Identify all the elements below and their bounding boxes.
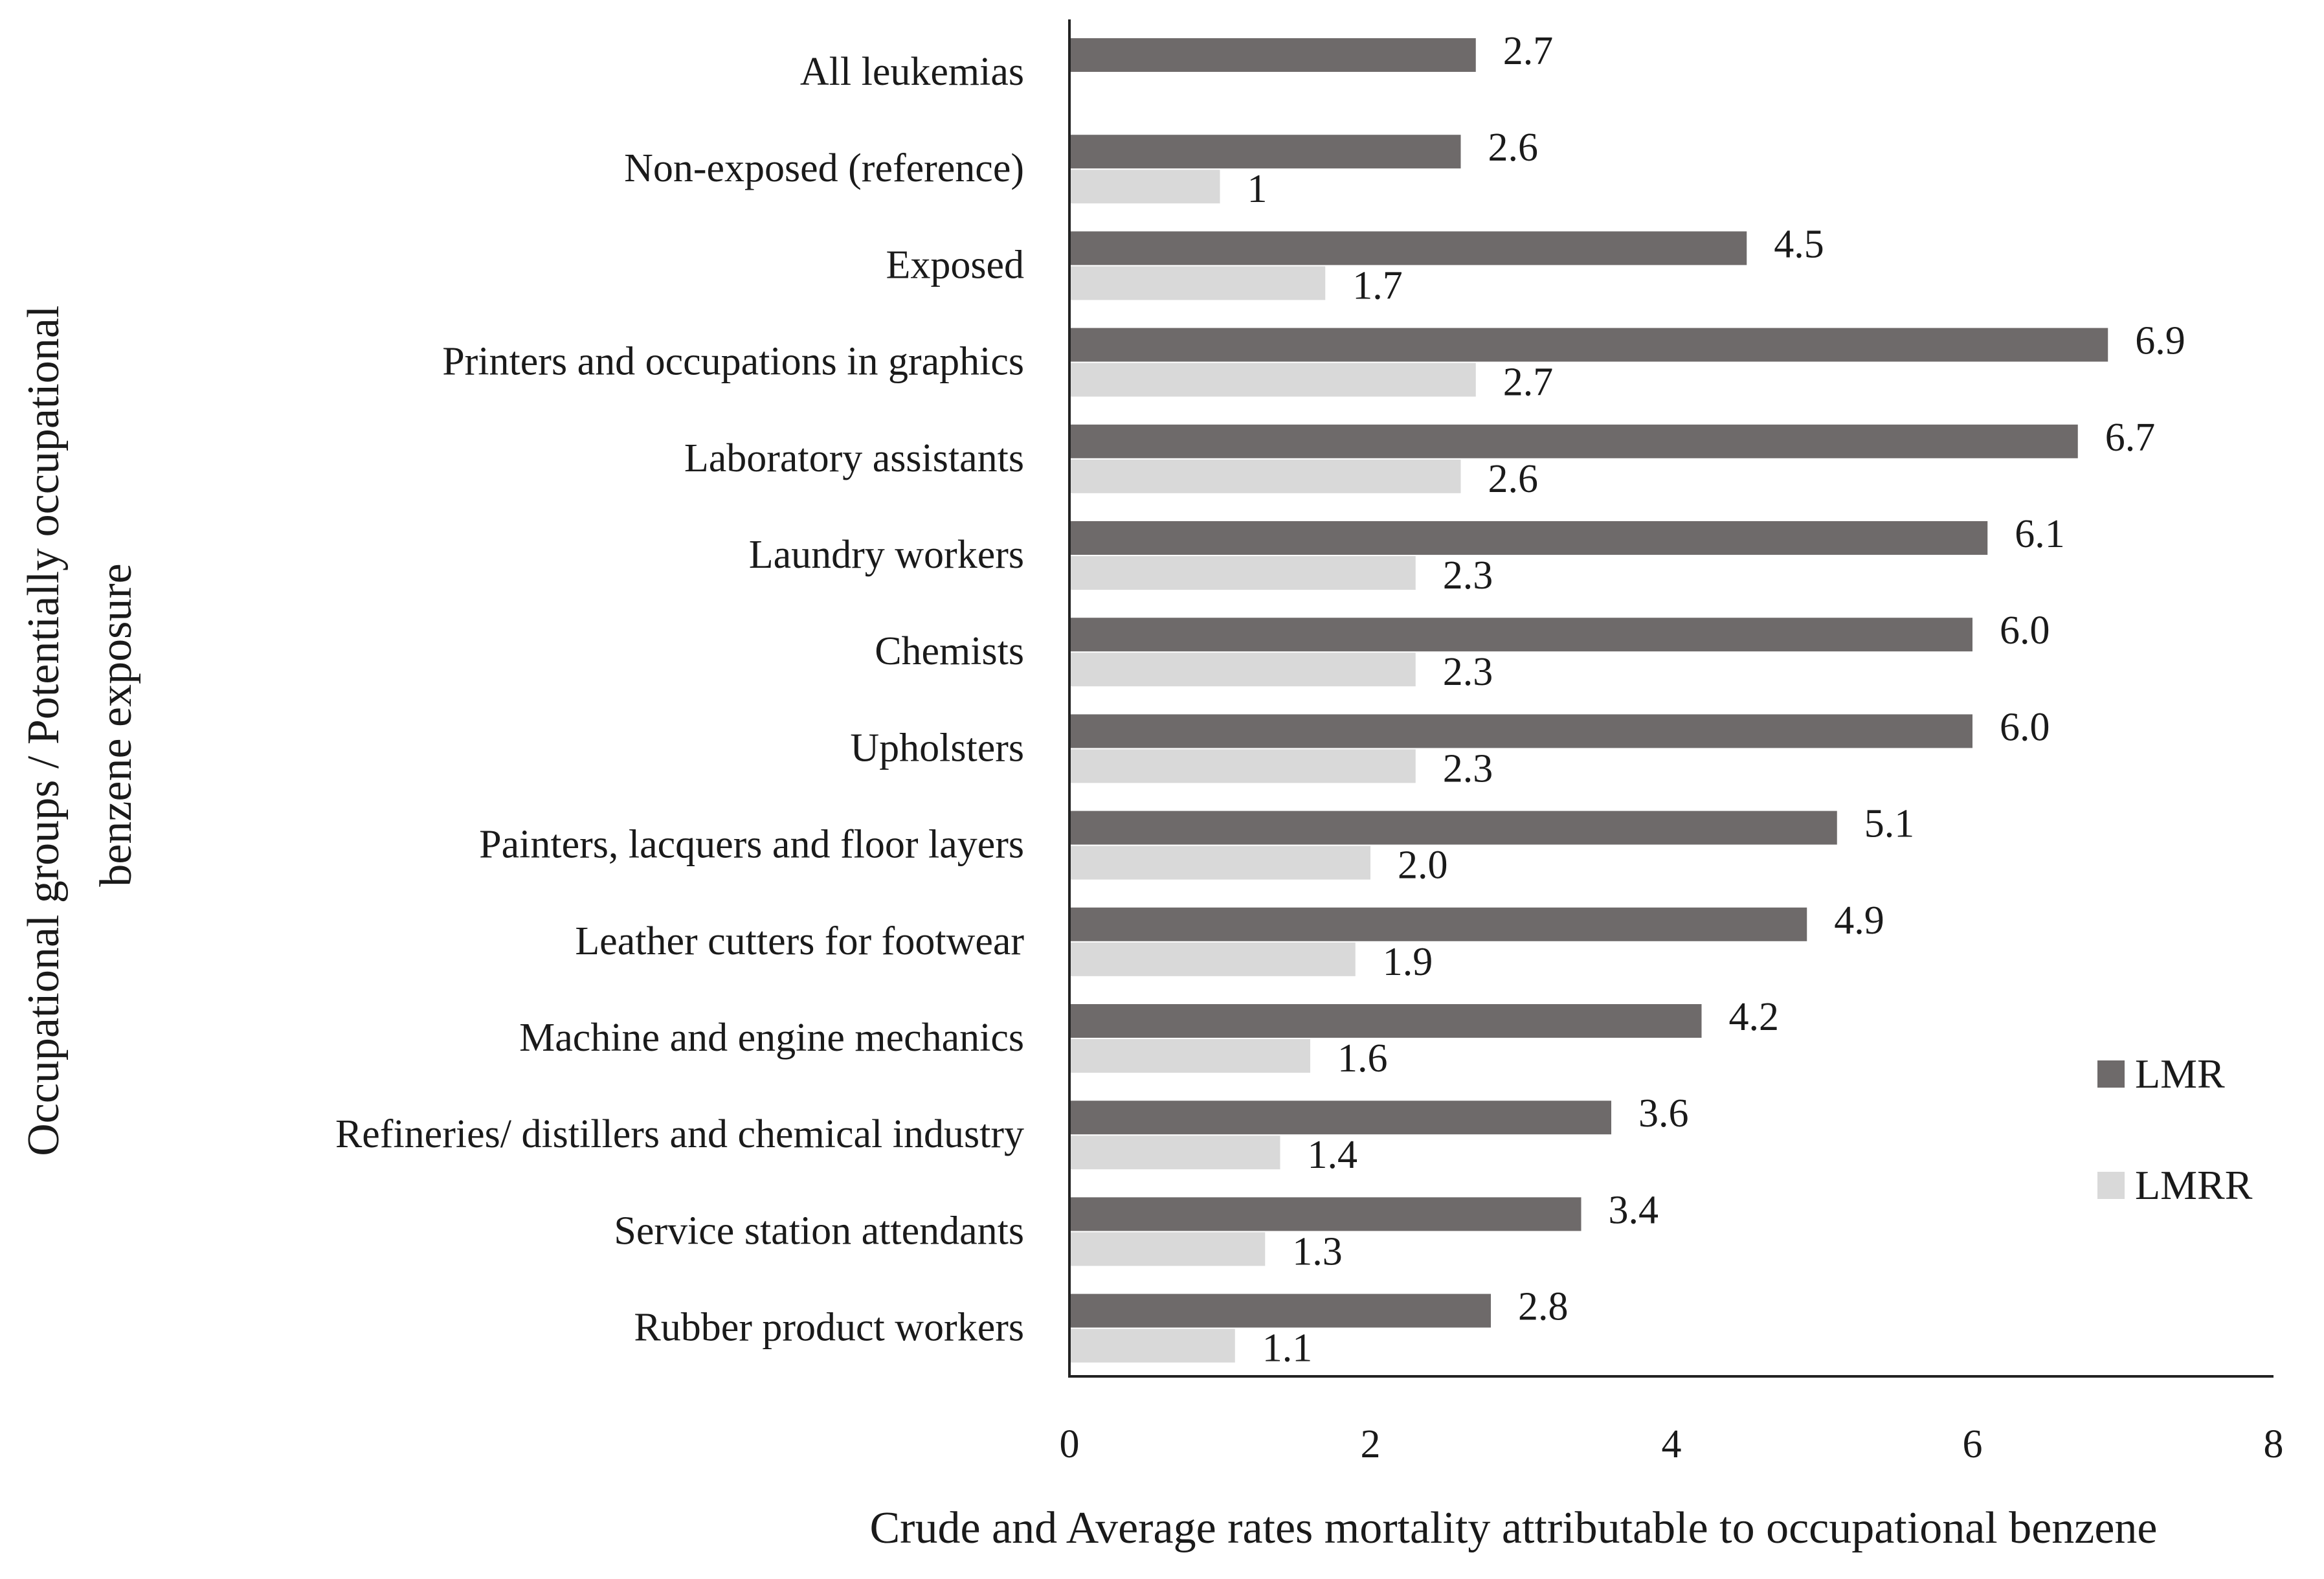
data-label-lmrr: 1.3 [1292, 1229, 1343, 1273]
bar-lmr [1069, 1293, 1491, 1328]
data-label-lmrr: 1.6 [1337, 1036, 1388, 1081]
data-label-lmr: 6.7 [2105, 416, 2156, 460]
category-label: Laboratory assistants [684, 436, 1024, 480]
bar-lmr [1069, 811, 1837, 845]
bar-lmr [1069, 424, 2078, 458]
labels-layer: All leukemias 2.7 Non-exposed (reference) 2… [335, 29, 2185, 1371]
category-label: Non-exposed (reference) [624, 146, 1024, 190]
x-tick-label: 4 [1662, 1422, 1682, 1466]
bar-lmr [1069, 1101, 1611, 1135]
data-label-lmr: 2.7 [1503, 29, 1554, 73]
data-label-lmr: 6.1 [2015, 512, 2065, 556]
data-label-lmrr: 2.3 [1443, 746, 1493, 790]
bar-lmrr [1069, 1136, 1280, 1170]
bar-lmr [1069, 618, 1972, 652]
data-label-lmr: 6.0 [2000, 609, 2050, 653]
bar-lmr [1069, 714, 1972, 748]
bar-lmr [1069, 38, 1476, 72]
x-tick-label: 0 [1060, 1422, 1080, 1466]
bar-lmrr [1069, 845, 1370, 880]
legend-swatch-lmr [2097, 1060, 2125, 1088]
data-label-lmrr: 1.9 [1383, 940, 1433, 984]
data-label-lmr: 5.1 [1864, 802, 1915, 846]
bar-lmrr [1069, 653, 1416, 687]
data-label-lmrr: 1.1 [1262, 1327, 1313, 1371]
category-label: Rubber product workers [634, 1306, 1024, 1350]
data-label-lmr: 4.9 [1834, 899, 1884, 943]
data-label-lmrr: 2.7 [1503, 361, 1554, 405]
x-tick-label: 6 [1963, 1422, 1983, 1466]
data-label-lmrr: 1 [1247, 167, 1268, 211]
data-label-lmrr: 1.7 [1352, 263, 1403, 308]
bar-lmrr [1069, 363, 1476, 397]
category-label: Service station attendants [614, 1209, 1024, 1253]
legend-swatch-lmrr [2097, 1172, 2125, 1199]
legend-label-lmrr: LMRR [2135, 1162, 2253, 1208]
y-axis-title-line-1: Occupational groups / Potentially occupa… [19, 306, 69, 1156]
data-label-lmr: 6.0 [2000, 705, 2050, 749]
bar-lmrr [1069, 942, 1356, 976]
data-label-lmrr: 2.3 [1443, 554, 1493, 598]
data-label-lmr: 4.5 [1774, 222, 1824, 266]
data-label-lmr: 3.6 [1638, 1092, 1689, 1136]
bar-lmr [1069, 1197, 1581, 1231]
bar-lmrr [1069, 1328, 1235, 1363]
data-label-lmrr: 1.4 [1308, 1133, 1358, 1177]
bar-lmrr [1069, 1039, 1310, 1073]
bar-lmrr [1069, 459, 1461, 493]
y-axis-title-line-2: benzene exposure [91, 563, 141, 886]
legend: LMR LMRR [2097, 1051, 2253, 1208]
x-tick-label: 2 [1361, 1422, 1381, 1466]
bar-lmrr [1069, 266, 1326, 300]
data-label-lmrr: 2.6 [1488, 457, 1539, 501]
category-label: Chemists [875, 629, 1024, 673]
bar-lmr [1069, 907, 1807, 941]
bar-lmrr [1069, 749, 1416, 783]
data-label-lmrr: 2.3 [1443, 650, 1493, 694]
bar-lmrr [1069, 170, 1220, 204]
data-label-lmrr: 2.0 [1398, 844, 1448, 888]
category-label: Laundry workers [749, 533, 1024, 577]
category-label: Leather cutters for footwear [575, 919, 1024, 963]
data-label-lmr: 4.2 [1729, 995, 1780, 1039]
x-tick-labels: 0 2 4 6 8 [1060, 1422, 2284, 1466]
bar-lmr [1069, 328, 2108, 362]
category-label: Upholsters [850, 726, 1024, 770]
bar-lmr [1069, 231, 1747, 265]
category-label: Refineries/ distillers and chemical indu… [335, 1112, 1024, 1156]
category-label: All leukemias [800, 50, 1024, 94]
bar-lmr [1069, 1004, 1702, 1038]
bars-layer [1069, 38, 2108, 1363]
data-label-lmr: 2.8 [1518, 1285, 1569, 1329]
bar-lmr [1069, 135, 1461, 169]
category-label: Painters, lacquers and floor layers [479, 823, 1024, 867]
bar-lmr [1069, 521, 1988, 555]
category-label: Machine and engine mechanics [519, 1016, 1024, 1060]
legend-label-lmr: LMR [2135, 1051, 2225, 1097]
data-label-lmr: 3.4 [1609, 1188, 1659, 1232]
bar-lmrr [1069, 556, 1416, 590]
category-label: Exposed [886, 243, 1024, 287]
x-axis-title: Crude and Average rates mortality attrib… [869, 1503, 2157, 1553]
x-tick-label: 8 [2264, 1422, 2284, 1466]
bar-lmrr [1069, 1232, 1266, 1266]
category-label: Printers and occupations in graphics [442, 340, 1024, 384]
y-axis-title: Occupational groups / Potentially occupa… [19, 294, 141, 1156]
data-label-lmr: 2.6 [1488, 126, 1539, 170]
data-label-lmr: 6.9 [2135, 319, 2185, 363]
